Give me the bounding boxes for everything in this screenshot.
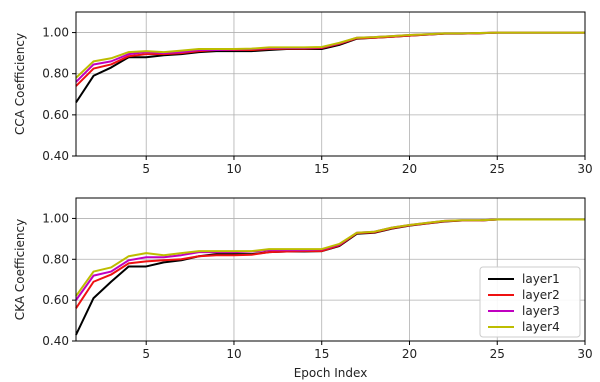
x-tick-label: 30 xyxy=(577,347,592,361)
y-tick-label: 0.60 xyxy=(42,293,69,307)
x-tick-label: 5 xyxy=(142,347,150,361)
y-tick-label: 0.40 xyxy=(42,149,69,163)
x-tick-label: 5 xyxy=(142,162,150,176)
series-line-layer2 xyxy=(75,31,585,87)
legend-label-layer1: layer1 xyxy=(522,272,560,286)
legend-label-layer2: layer2 xyxy=(522,288,560,302)
y-axis-label: CKA Coefficiency xyxy=(13,219,27,320)
series-line-layer4 xyxy=(75,218,585,297)
x-tick-label: 25 xyxy=(490,162,505,176)
legend-label-layer4: layer4 xyxy=(522,320,560,334)
legend-label-layer3: layer3 xyxy=(522,304,560,318)
x-tick-label: 10 xyxy=(226,347,241,361)
x-tick-label: 25 xyxy=(490,347,505,361)
series-line-layer4 xyxy=(75,31,585,79)
y-axis-label: CCA Coefficiency xyxy=(13,33,27,135)
x-tick-label: 20 xyxy=(402,162,417,176)
x-tick-label: 30 xyxy=(577,162,592,176)
y-tick-label: 1.00 xyxy=(42,211,69,225)
y-tick-label: 0.60 xyxy=(42,108,69,122)
chart-panel-2: 5 10 15 20 25 30 0.40 0.60 0.80 1.00 CKA Coefficie… xyxy=(13,197,593,380)
x-tick-label: 10 xyxy=(226,162,241,176)
series-line-layer1 xyxy=(75,31,585,104)
legend: layer1 layer2 layer3 layer4 xyxy=(479,266,581,338)
x-axis-label: Epoch Index xyxy=(294,366,368,380)
plot-frame xyxy=(75,197,586,342)
x-tick-label: 15 xyxy=(314,162,329,176)
y-tick-label: 0.40 xyxy=(42,334,69,348)
legend-box xyxy=(479,266,581,338)
x-tick-label: 20 xyxy=(402,347,417,361)
plot-frame xyxy=(75,11,586,157)
y-tick-label: 1.00 xyxy=(42,26,69,40)
chart-panel-1: 5 10 15 20 25 30 0.40 0.60 0.80 1.00 CCA Coefficie… xyxy=(13,11,593,176)
y-tick-label: 0.80 xyxy=(42,252,69,266)
x-tick-label: 15 xyxy=(314,347,329,361)
y-tick-label: 0.80 xyxy=(42,67,69,81)
